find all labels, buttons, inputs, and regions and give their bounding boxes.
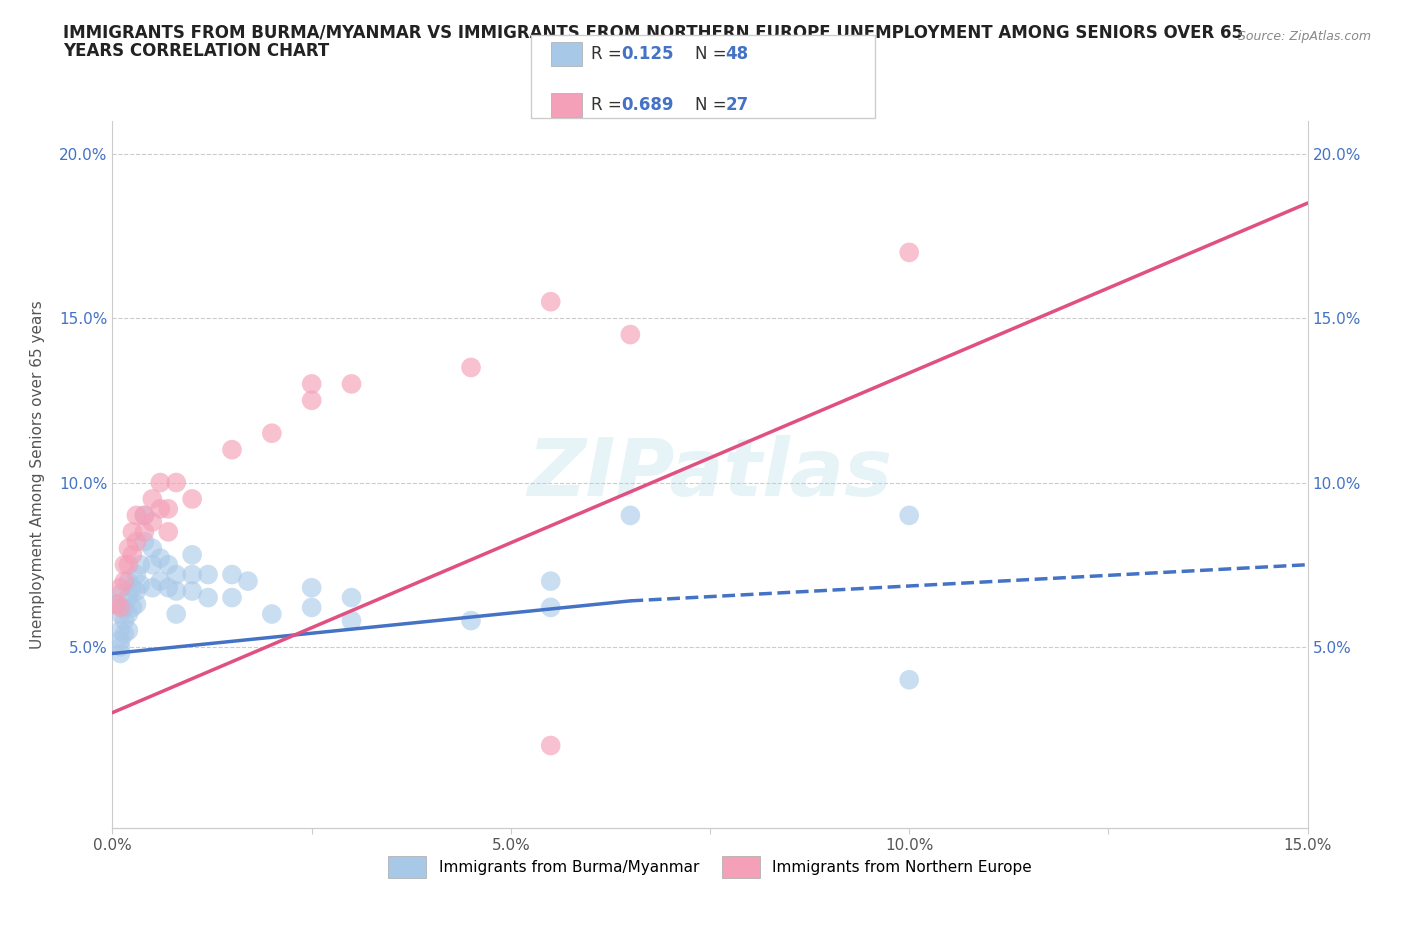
Point [340,591,363,605]
Point [114,600,135,615]
Point [460,360,482,375]
Point [110,633,132,648]
Point [540,574,562,589]
Text: ZIPatlas: ZIPatlas [527,435,893,513]
Text: N =: N = [695,96,731,114]
Point [117,574,139,589]
Point [114,613,135,628]
Point [117,541,139,556]
Point [149,574,172,589]
Point [619,327,641,342]
Point [157,580,180,595]
Point [129,557,152,572]
Point [141,580,163,595]
Text: IMMIGRANTS FROM BURMA/MYANMAR VS IMMIGRANTS FROM NORTHERN EUROPE UNEMPLOYMENT AM: IMMIGRANTS FROM BURMA/MYANMAR VS IMMIGRA… [63,23,1243,41]
Point [134,508,156,523]
Point [157,557,180,572]
Point [236,574,259,589]
Point [898,245,921,259]
Point [110,600,132,615]
Point [149,475,172,490]
Point [114,574,135,589]
Point [117,606,139,621]
Text: 27: 27 [725,96,749,114]
Point [105,597,128,612]
Point [221,567,243,582]
Point [125,567,148,582]
Point [121,548,143,563]
Point [110,646,132,661]
Point [125,583,148,598]
Point [114,626,135,641]
Point [165,475,187,490]
Text: R =: R = [591,45,627,63]
Point [181,492,204,507]
Point [221,591,243,605]
Point [260,606,283,621]
Point [134,534,156,549]
Point [165,606,187,621]
Point [134,525,156,539]
Point [110,640,132,655]
Point [121,525,143,539]
Point [114,557,135,572]
Point [197,567,219,582]
Point [121,580,143,595]
Point [619,508,641,523]
Point [301,600,323,615]
Text: 48: 48 [725,45,748,63]
Point [540,294,562,309]
Point [125,597,148,612]
Point [121,600,143,615]
Point [181,567,204,582]
Point [117,623,139,638]
Point [149,551,172,565]
Point [540,738,562,753]
Point [197,591,219,605]
Point [181,583,204,598]
Point [301,580,323,595]
Legend: Immigrants from Burma/Myanmar, Immigrants from Northern Europe: Immigrants from Burma/Myanmar, Immigrant… [382,850,1038,883]
Point [157,501,180,516]
Point [125,508,148,523]
Point [141,492,163,507]
Point [181,548,204,563]
Text: 0.689: 0.689 [621,96,673,114]
Point [898,508,921,523]
Point [460,613,482,628]
Point [110,606,132,621]
Point [149,501,172,516]
Point [117,591,139,605]
Point [141,541,163,556]
Point [105,597,128,612]
Point [898,672,921,687]
Point [157,525,180,539]
Point [165,583,187,598]
Point [110,587,132,602]
Point [260,426,283,441]
Point [134,508,156,523]
Text: N =: N = [695,45,731,63]
Point [221,442,243,457]
Text: YEARS CORRELATION CHART: YEARS CORRELATION CHART [63,42,329,60]
Point [129,577,152,591]
Point [540,600,562,615]
Text: 0.125: 0.125 [621,45,673,63]
Text: Source: ZipAtlas.com: Source: ZipAtlas.com [1237,30,1371,43]
Point [340,613,363,628]
Text: R =: R = [591,96,627,114]
Point [301,392,323,407]
Point [110,623,132,638]
Point [110,580,132,595]
Point [141,557,163,572]
Point [125,534,148,549]
Point [141,514,163,529]
Point [117,557,139,572]
Point [340,377,363,392]
Point [165,567,187,582]
Y-axis label: Unemployment Among Seniors over 65 years: Unemployment Among Seniors over 65 years [31,300,45,649]
Point [301,377,323,392]
